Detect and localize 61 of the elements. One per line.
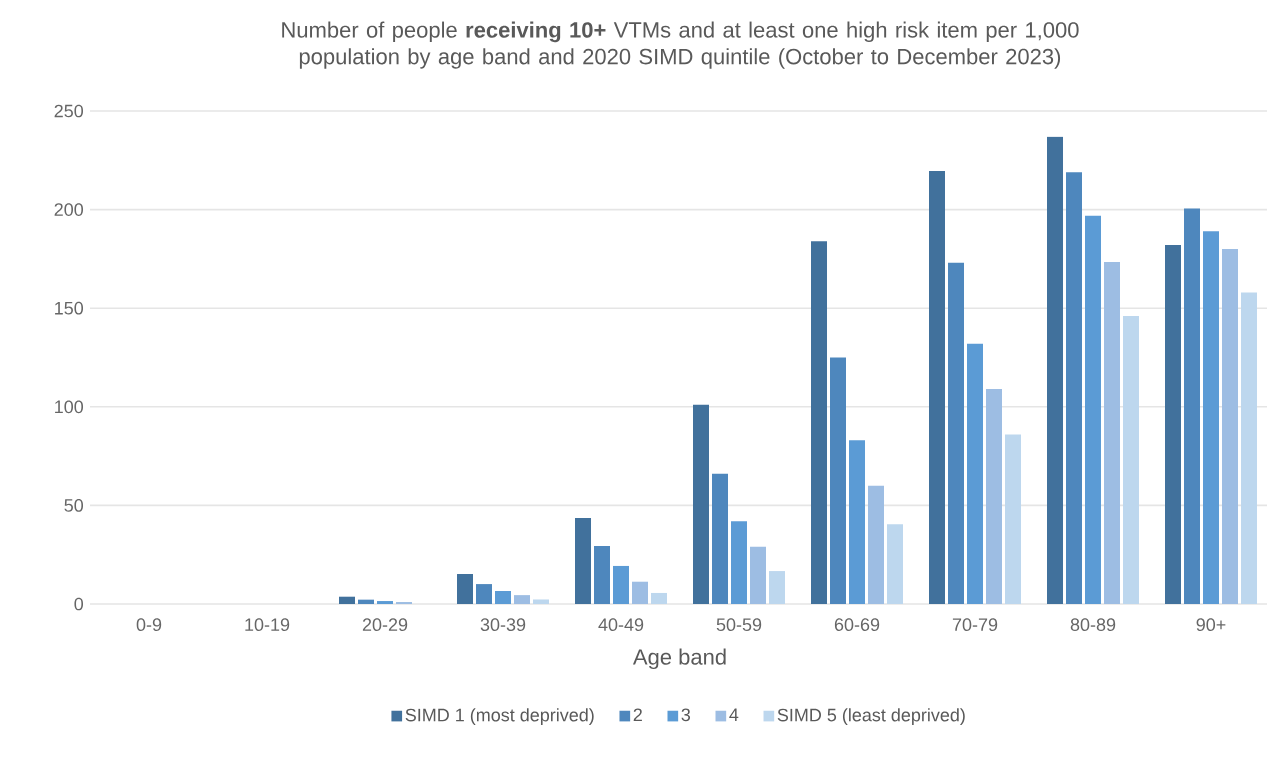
bar (967, 343, 983, 604)
bar (868, 485, 884, 604)
bar (830, 357, 846, 604)
y-tick-label: 50 (64, 499, 84, 512)
bar (1165, 245, 1182, 604)
x-axis-title: Age band (632, 648, 726, 670)
x-tick-label: 70-79 (952, 618, 998, 631)
y-tick-label: 200 (54, 203, 84, 216)
bar (1005, 434, 1021, 604)
x-tick-label: 20-29 (362, 618, 408, 631)
bar (533, 599, 549, 604)
x-tick-label: 0-9 (136, 618, 162, 631)
bar (632, 581, 648, 604)
bar (339, 596, 356, 604)
bar (750, 546, 767, 604)
y-tick-label: 150 (55, 301, 84, 315)
legend-label: 3 (681, 708, 691, 722)
bar (811, 241, 827, 604)
bar (1203, 231, 1219, 604)
bar (1123, 316, 1140, 604)
y-tick-label: 0 (74, 597, 84, 611)
bar (457, 574, 473, 604)
bar (849, 440, 866, 604)
x-tick-label: 40-49 (598, 618, 644, 631)
legend-label: 2 (633, 708, 642, 722)
bar (1104, 262, 1120, 604)
bar (1241, 292, 1257, 604)
x-tick-label: 60-69 (834, 618, 880, 631)
bar (887, 524, 904, 604)
bar (712, 473, 729, 604)
bar (948, 262, 964, 604)
bar (986, 389, 1003, 604)
bar (1184, 208, 1200, 604)
bar (651, 592, 668, 604)
chart-title: Number of people receiving 10+ VTMs and at least one high risk item per 1,000 population by age band and 2020 SIMD quintile (October to December 2023) (282, 21, 1079, 69)
bar (1222, 249, 1239, 604)
bar (495, 590, 511, 604)
x-tick-label: 30-39 (480, 618, 526, 631)
bar (594, 546, 610, 604)
bar (1047, 136, 1063, 604)
bar (358, 599, 374, 604)
bar (1085, 215, 1102, 604)
x-tick-label: 90+ (1196, 618, 1226, 631)
bar (769, 571, 785, 604)
legend-label: SIMD 5 (least deprived) (777, 708, 965, 725)
legend-label: SIMD 1 (most deprived) (405, 708, 594, 725)
legend-label: 4 (729, 708, 739, 721)
x-tick-label: 10-19 (245, 618, 290, 631)
bar (731, 521, 747, 604)
bar (693, 404, 709, 604)
bar (377, 601, 394, 604)
y-tick-label: 250 (54, 104, 84, 118)
bar (613, 565, 630, 604)
bar (476, 584, 493, 604)
bar (929, 170, 945, 604)
bar (514, 595, 531, 604)
x-tick-label: 80-89 (1070, 618, 1116, 631)
bar (1066, 172, 1082, 604)
bar (575, 518, 592, 604)
y-tick-label: 100 (55, 400, 84, 414)
x-tick-label: 50-59 (716, 618, 762, 631)
